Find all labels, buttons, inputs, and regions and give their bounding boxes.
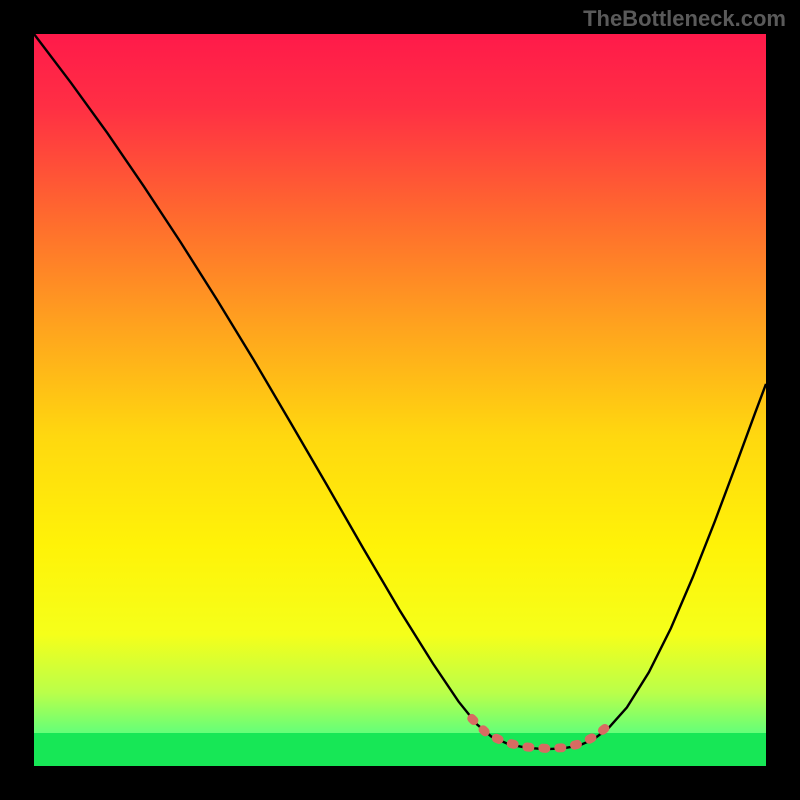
chart-curve-layer bbox=[34, 34, 766, 766]
bottleneck-curve bbox=[34, 34, 766, 749]
watermark-text: TheBottleneck.com bbox=[583, 6, 786, 32]
optimal-range-beads bbox=[472, 718, 607, 748]
chart-plot-area bbox=[34, 34, 766, 766]
